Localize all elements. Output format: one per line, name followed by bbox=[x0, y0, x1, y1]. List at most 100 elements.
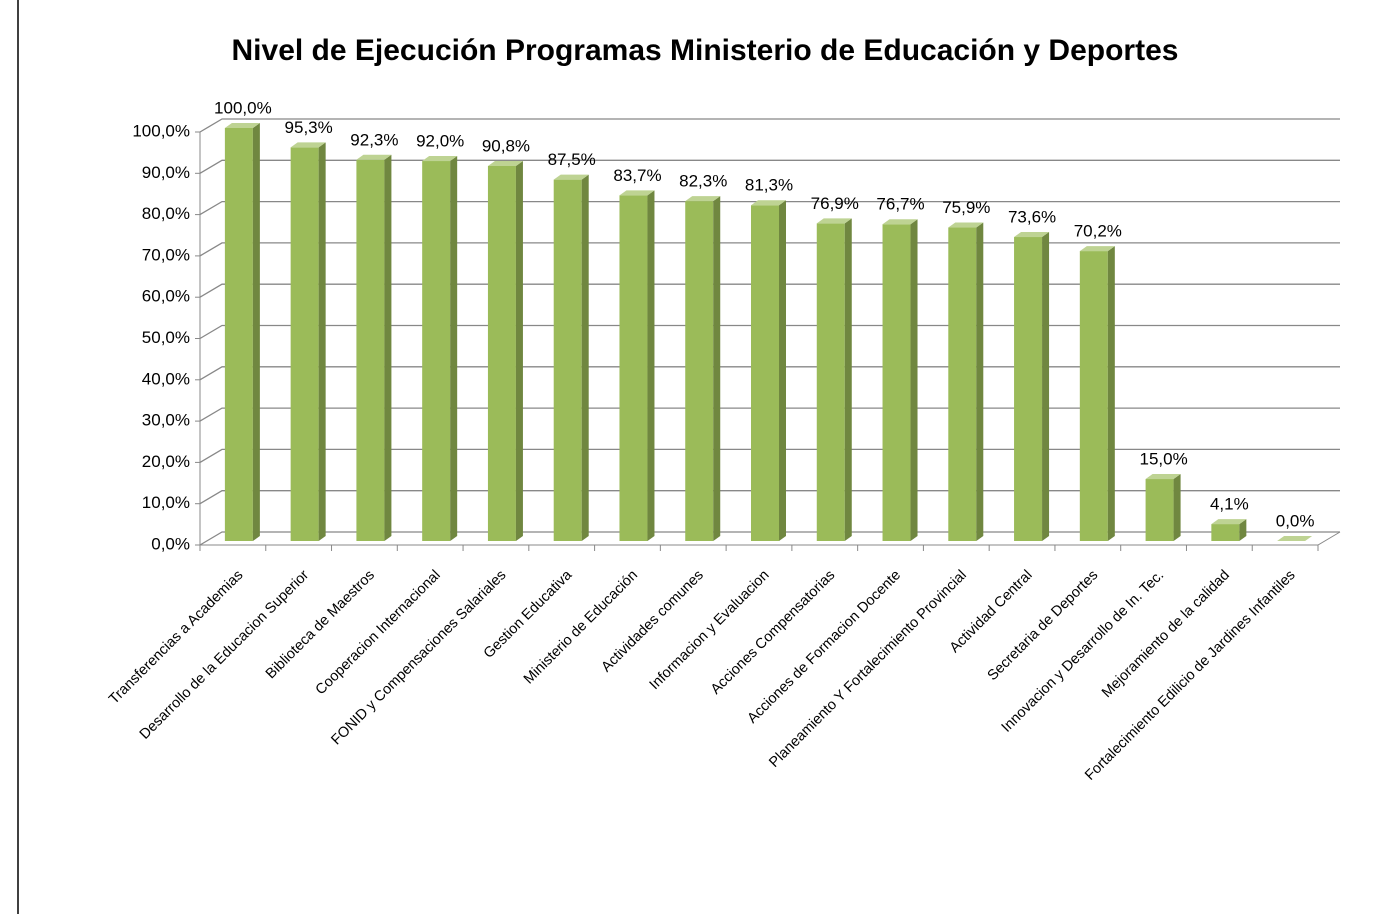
y-tick-label: 50,0% bbox=[142, 328, 190, 347]
bar-top bbox=[816, 218, 852, 224]
bar-front bbox=[816, 223, 845, 541]
data-label: 82,3% bbox=[679, 172, 727, 191]
bar-top bbox=[619, 190, 655, 196]
data-label: 90,8% bbox=[482, 136, 530, 155]
bar bbox=[356, 154, 392, 541]
bar-side bbox=[1239, 519, 1247, 541]
bar-front bbox=[1145, 479, 1174, 541]
bar-side bbox=[647, 190, 655, 541]
y-tick-label: 20,0% bbox=[142, 452, 190, 471]
data-label: 75,9% bbox=[942, 198, 990, 217]
data-label: 0,0% bbox=[1276, 511, 1315, 530]
x-tick-label: Transferencias a Academias bbox=[106, 567, 246, 707]
bar-front bbox=[685, 201, 714, 541]
data-label: 87,5% bbox=[548, 150, 596, 169]
bar-front bbox=[1014, 237, 1043, 542]
bar-top bbox=[487, 160, 523, 166]
bar bbox=[224, 123, 260, 541]
bar-side bbox=[976, 222, 984, 541]
data-label: 95,3% bbox=[285, 118, 333, 137]
bar-front bbox=[1079, 251, 1108, 541]
bar-top bbox=[685, 196, 721, 202]
bar-top bbox=[751, 200, 786, 206]
x-tick-label: Ministerio de Educación bbox=[521, 567, 641, 687]
bar-top bbox=[290, 142, 326, 148]
bar-front bbox=[948, 227, 977, 541]
bar bbox=[751, 200, 786, 541]
bar-top bbox=[422, 156, 458, 162]
bar-top bbox=[1079, 246, 1115, 252]
bar-front bbox=[553, 179, 582, 541]
bar-top bbox=[1145, 474, 1181, 480]
grid-line bbox=[199, 118, 1340, 133]
bar-front bbox=[290, 147, 319, 541]
chart-title: Nivel de Ejecución Programas Ministerio … bbox=[232, 34, 1179, 67]
bar-front bbox=[1211, 524, 1240, 541]
data-label: 100,0% bbox=[214, 98, 272, 117]
bar-front bbox=[619, 195, 648, 541]
bar bbox=[290, 142, 326, 541]
grid-line bbox=[199, 200, 1340, 216]
bar bbox=[422, 156, 458, 542]
bar-top bbox=[356, 154, 392, 160]
y-tick-label: 90,0% bbox=[142, 163, 190, 182]
bar-top bbox=[948, 222, 984, 228]
data-label: 4,1% bbox=[1210, 495, 1249, 514]
bar bbox=[816, 218, 852, 541]
bar bbox=[882, 219, 918, 541]
bar-side bbox=[450, 156, 458, 542]
x-tick-label: Informacion y Evaluacion bbox=[647, 567, 773, 693]
y-tick-label: 80,0% bbox=[142, 204, 190, 223]
bar bbox=[685, 196, 721, 541]
bar bbox=[1079, 246, 1115, 541]
bar-side bbox=[318, 142, 326, 541]
bar-side bbox=[252, 123, 260, 541]
bar-side bbox=[384, 154, 392, 541]
bar-side bbox=[1107, 246, 1115, 541]
data-label: 70,2% bbox=[1074, 222, 1122, 241]
data-label: 76,9% bbox=[811, 194, 859, 213]
bar bbox=[948, 222, 984, 541]
y-tick-label: 40,0% bbox=[142, 369, 190, 388]
data-label: 92,3% bbox=[350, 130, 398, 149]
y-tick-label: 0,0% bbox=[151, 534, 190, 553]
bar-front bbox=[882, 224, 911, 541]
data-label: 73,6% bbox=[1008, 208, 1056, 227]
bar bbox=[1277, 536, 1313, 541]
data-label: 81,3% bbox=[745, 176, 793, 195]
x-tick-label: Mejoramiento de la calidad bbox=[1099, 567, 1233, 701]
bar-side bbox=[1173, 474, 1181, 541]
bar-top bbox=[1277, 536, 1313, 541]
y-tick-label: 100,0% bbox=[132, 121, 190, 140]
bar bbox=[619, 190, 655, 541]
y-tick-label: 70,0% bbox=[142, 245, 190, 264]
bar bbox=[1211, 519, 1247, 541]
bar-front bbox=[422, 161, 451, 542]
grid-line bbox=[199, 159, 1340, 174]
bar-side bbox=[581, 174, 589, 541]
data-label: 92,0% bbox=[416, 132, 464, 151]
bar-top bbox=[1014, 232, 1050, 238]
bar bbox=[487, 160, 523, 541]
bar bbox=[553, 174, 589, 541]
y-tick-label: 30,0% bbox=[142, 411, 190, 430]
x-tick-label: Acciones Compensatorias bbox=[708, 567, 838, 697]
y-tick-label: 10,0% bbox=[142, 493, 190, 512]
bar bbox=[1014, 232, 1050, 542]
bar-top bbox=[553, 174, 589, 180]
bar-front bbox=[224, 128, 253, 541]
bar-side bbox=[1042, 232, 1050, 542]
bar bbox=[1145, 474, 1181, 541]
bar-top bbox=[1211, 519, 1247, 525]
bar-front bbox=[487, 165, 516, 541]
bar-top bbox=[224, 123, 260, 128]
y-tick-label: 60,0% bbox=[142, 287, 190, 306]
bar-front bbox=[356, 159, 385, 541]
bar-front bbox=[751, 205, 779, 541]
bar-side bbox=[844, 218, 852, 541]
data-label: 83,7% bbox=[613, 166, 661, 185]
bar-side bbox=[713, 196, 721, 541]
x-tick-label: Biblioteca de Maestros bbox=[263, 567, 378, 682]
